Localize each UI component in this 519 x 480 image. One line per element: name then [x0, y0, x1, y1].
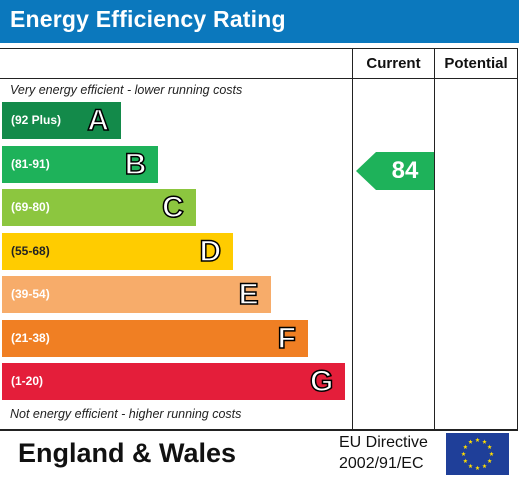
band-c: (69-80) C — [2, 189, 196, 226]
header-bar: Energy Efficiency Rating — [0, 0, 519, 43]
arrow-shape — [356, 152, 434, 190]
region-label: England & Wales — [18, 438, 237, 468]
star-icon — [461, 451, 466, 456]
star-icon — [468, 463, 473, 469]
star-icon — [475, 437, 480, 442]
band-letter: D — [199, 234, 222, 269]
directive-line-1: EU Directive — [339, 434, 428, 451]
header-divider — [0, 78, 518, 79]
band-letter: F — [277, 321, 297, 356]
column-divider — [352, 48, 353, 430]
bottom-note: Not energy efficient - higher running co… — [10, 407, 242, 421]
band-e: (39-54) E — [2, 276, 271, 313]
star-icon — [475, 465, 480, 470]
band-letter: E — [238, 277, 260, 312]
band-letter: C — [161, 190, 184, 225]
band-range: (92 Plus) — [11, 113, 62, 127]
band-range: (81-91) — [11, 156, 50, 171]
directive-line-2: 2002/91/EC — [339, 455, 424, 472]
band-range: (21-38) — [11, 330, 50, 345]
band-letter: B — [124, 147, 147, 182]
band-d: (55-68) D — [2, 232, 234, 270]
potential-column-header: Potential — [444, 55, 508, 72]
star-icon — [482, 439, 487, 444]
band-b: (81-91) B — [2, 145, 159, 183]
band-range: (39-54) — [11, 287, 50, 301]
rating-table — [0, 48, 518, 431]
star-icon — [487, 458, 492, 463]
band-range: (1-20) — [11, 374, 44, 388]
band-range: (55-68) — [11, 243, 50, 258]
current-column-header: Current — [366, 55, 421, 72]
current-rating-arrow: 84 — [356, 152, 434, 190]
top-note: Very energy efficient - lower running co… — [10, 83, 243, 97]
band-range: (69-80) — [11, 200, 50, 214]
band-a: (92 Plus) A — [2, 102, 121, 139]
table-bottom-divider — [0, 429, 518, 430]
band-g: (1-20) G — [2, 363, 346, 400]
eu-flag-icon — [446, 433, 509, 475]
band-f: (21-38) F — [2, 319, 308, 357]
star-icon — [482, 463, 487, 469]
column-divider — [434, 48, 435, 430]
band-letter: G — [309, 364, 334, 399]
star-icon — [487, 444, 492, 449]
page-title: Energy Efficiency Rating — [10, 6, 286, 32]
star-icon — [489, 451, 494, 456]
star-icon — [463, 458, 468, 463]
star-icon — [468, 439, 473, 444]
current-rating-value: 84 — [391, 157, 419, 184]
band-letter: A — [87, 103, 110, 138]
star-icon — [463, 444, 468, 449]
